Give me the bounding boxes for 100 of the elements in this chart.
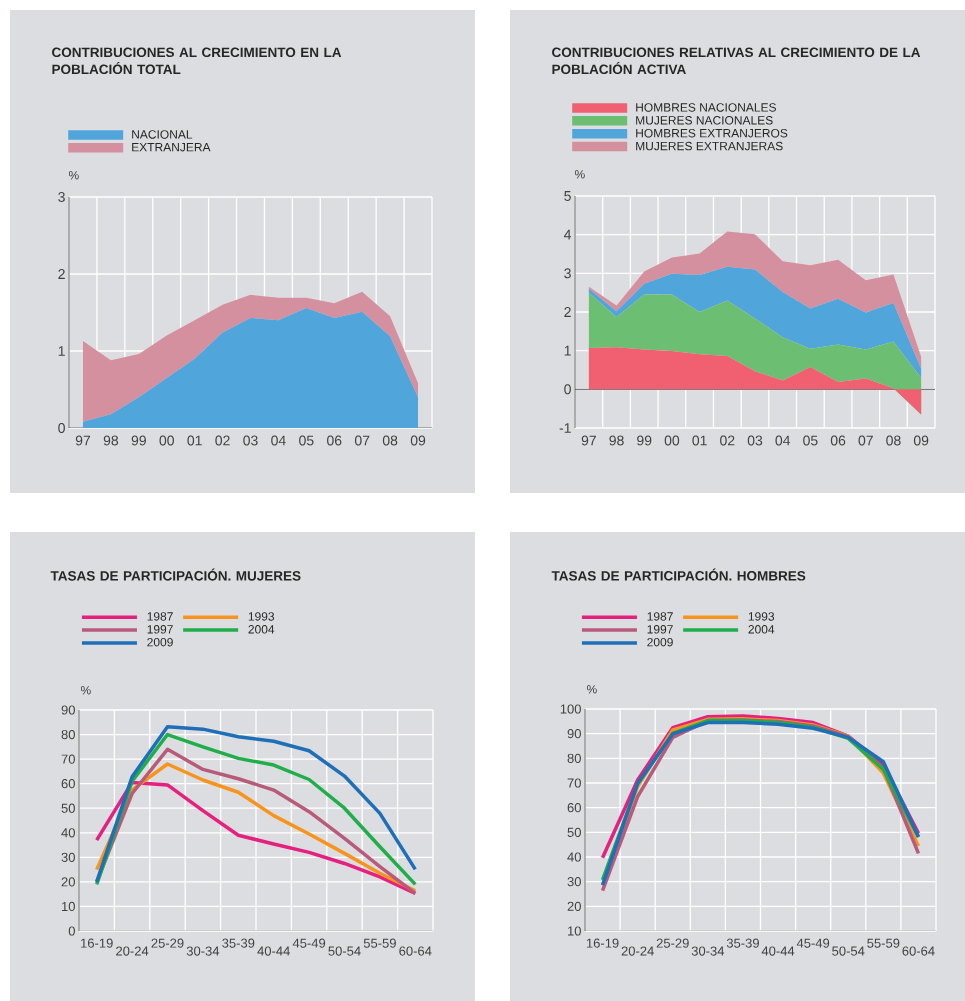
x-tick-label: 40-44 (761, 946, 795, 956)
x-tick-label: 40-44 (257, 946, 290, 956)
legend-label: HOMBRES NACIONALES (636, 103, 776, 112)
legend-label: 2009 (647, 637, 673, 647)
x-tick-label: 55-59 (363, 938, 396, 948)
y-tick-label: 2 (58, 269, 65, 279)
legend-label: 2004 (248, 625, 275, 634)
x-tick-label: 01 (187, 435, 202, 446)
y-tick-label: 70 (61, 754, 75, 764)
x-tick-label: 09 (913, 435, 929, 446)
x-tick-label: 05 (803, 435, 818, 446)
legend-label: 1987 (147, 612, 173, 621)
y-tick-label: 20 (567, 901, 581, 911)
x-tick-label: 09 (410, 435, 426, 446)
y-tick-label: 30 (61, 852, 75, 862)
x-tick-label: 60-64 (902, 946, 935, 956)
legend-label: NACIONAL (132, 130, 193, 139)
x-tick-label: 97 (75, 435, 91, 446)
x-tick-label: 00 (664, 435, 680, 446)
y-tick-label: 0 (564, 384, 571, 395)
x-tick-label: 45-49 (292, 938, 326, 948)
x-tick-label: 97 (581, 435, 596, 446)
y-tick-label: 1 (564, 345, 571, 356)
x-tick-label: 25-29 (656, 938, 689, 948)
y-tick-label: -1 (559, 423, 571, 433)
x-tick-label: 05 (299, 435, 314, 446)
legend-label: 1997 (147, 625, 173, 634)
y-axis-title: % (80, 686, 91, 695)
x-tick-label: 01 (692, 435, 707, 446)
x-tick-label: 16-19 (81, 938, 113, 948)
y-tick-label: 0 (68, 926, 75, 936)
x-tick-label: 50-54 (328, 946, 361, 956)
x-tick-label: 35-39 (726, 938, 759, 948)
y-tick-label: 3 (564, 268, 571, 279)
legend-label: 1993 (748, 612, 775, 621)
y-axis-title: % (586, 685, 597, 694)
legend-label: MUJERES EXTRANJERAS (636, 141, 783, 151)
x-tick-label: 07 (354, 435, 370, 446)
y-tick-label: 50 (567, 827, 581, 837)
x-tick-label: 55-59 (867, 938, 900, 948)
y-tick-label: 90 (61, 705, 75, 715)
x-tick-label: 06 (830, 435, 846, 446)
legend-label: EXTRANJERA (132, 143, 211, 152)
y-axis-title: % (574, 170, 585, 179)
y-tick-label: 60 (567, 803, 581, 813)
y-tick-label: 70 (567, 778, 581, 788)
x-tick-label: 50-54 (832, 946, 865, 956)
y-tick-label: 30 (567, 877, 581, 887)
y-tick-label: 40 (567, 852, 581, 862)
legend-label: 1993 (248, 612, 275, 621)
legend-label: MUJERES NACIONALES (636, 116, 773, 125)
legend-label: 1997 (647, 625, 673, 634)
chart-title: CONTRIBUCIONES RELATIVAS AL CRECIMIENTO DE LA POBLACIÓN ACTIVA (552, 47, 921, 75)
x-tick-label: 03 (747, 435, 763, 446)
y-tick-label: 5 (564, 191, 571, 201)
x-tick-label: 98 (103, 435, 119, 446)
x-tick-label: 00 (159, 435, 174, 446)
chart-title: CONTRIBUCIONES AL CRECIMIENTO EN LA POBLACIÓN TOTAL (52, 47, 342, 75)
x-tick-label: 98 (609, 435, 624, 446)
y-tick-label: 50 (61, 803, 75, 813)
y-axis-title: % (68, 171, 79, 180)
y-tick-label: 80 (567, 753, 581, 763)
x-tick-label: 20-24 (621, 946, 654, 956)
legend-label: 2004 (748, 625, 775, 634)
x-tick-label: 16-19 (586, 938, 619, 948)
legend-label: 1987 (647, 612, 673, 621)
y-tick-label: 80 (61, 729, 75, 740)
x-tick-label: 02 (215, 435, 230, 446)
x-tick-label: 03 (243, 435, 258, 446)
y-tick-label: 90 (567, 729, 581, 739)
x-tick-label: 08 (382, 435, 398, 446)
x-tick-label: 06 (327, 435, 342, 446)
x-tick-label: 25-29 (151, 938, 184, 948)
x-tick-label: 30-34 (691, 946, 725, 956)
x-tick-label: 20-24 (116, 946, 149, 956)
y-tick-label: 10 (61, 901, 75, 912)
chart-title: TASAS DE PARTICIPACIÓN. MUJERES (50, 568, 301, 581)
y-tick-label: 60 (61, 779, 75, 789)
legend-label: 2009 (147, 637, 173, 647)
chart-title: TASAS DE PARTICIPACIÓN. HOMBRES (551, 568, 806, 581)
x-tick-label: 04 (775, 435, 791, 446)
legend-label: HOMBRES EXTRANJEROS (636, 128, 788, 138)
y-tick-label: 10 (568, 926, 581, 936)
y-tick-label: 1 (58, 346, 65, 356)
line-series (94, 780, 418, 896)
x-tick-label: 07 (858, 435, 873, 446)
y-tick-label: 4 (564, 229, 572, 240)
y-tick-label: 100 (560, 704, 581, 714)
x-tick-label: 30-34 (186, 946, 220, 956)
y-tick-label: 20 (61, 877, 75, 887)
y-tick-label: 0 (58, 423, 65, 433)
x-tick-label: 99 (131, 435, 146, 446)
x-tick-label: 04 (271, 435, 286, 446)
x-tick-label: 35-39 (222, 938, 255, 948)
y-tick-label: 2 (564, 307, 571, 317)
y-tick-label: 40 (61, 828, 75, 838)
x-tick-label: 08 (886, 435, 901, 446)
x-tick-label: 99 (637, 435, 652, 446)
y-tick-label: 3 (58, 192, 65, 202)
x-tick-label: 60-64 (399, 946, 432, 956)
